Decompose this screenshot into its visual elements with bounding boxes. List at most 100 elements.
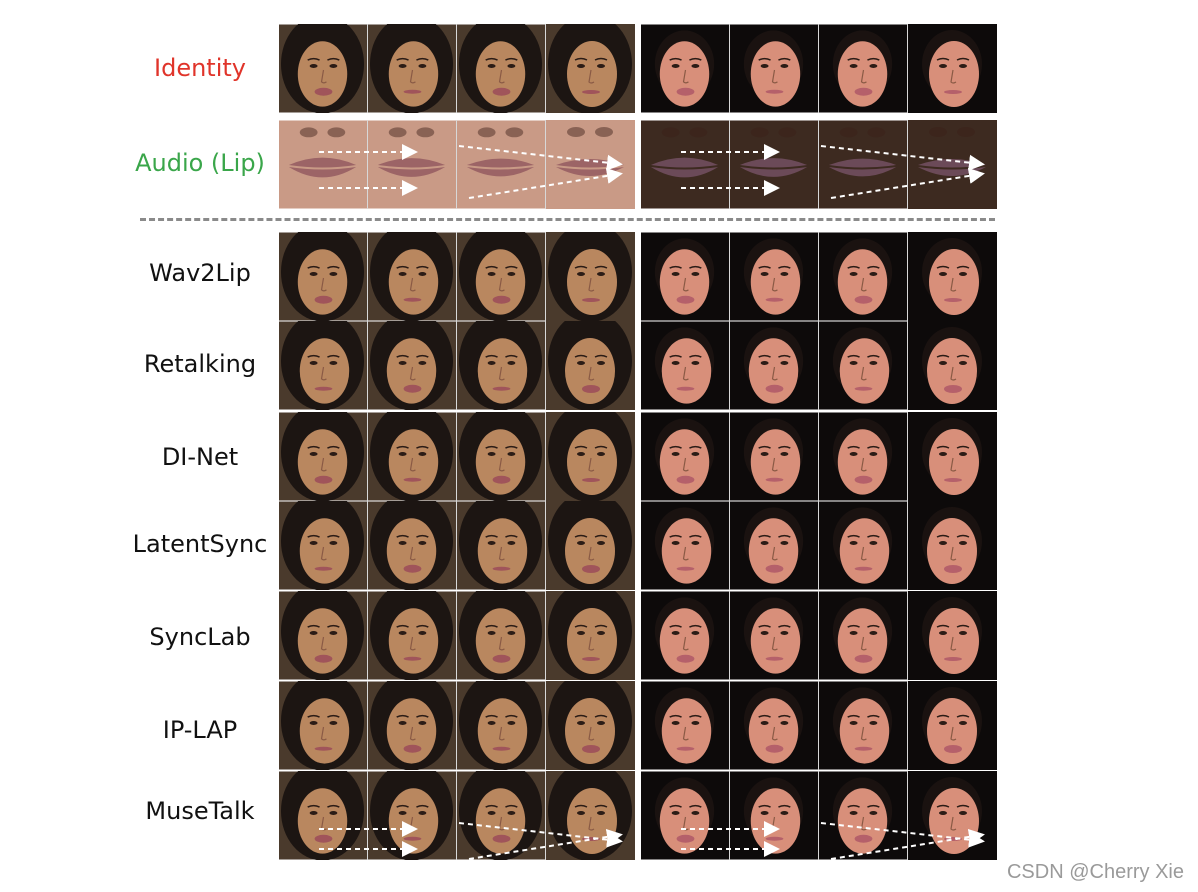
face-frame-image (730, 591, 819, 680)
face-frame-image (457, 681, 546, 770)
face-frame-image (641, 591, 730, 680)
face-frame-image (457, 24, 546, 113)
face-frame-image (908, 681, 997, 770)
face-frame-image (546, 681, 635, 770)
face-frame-image (368, 232, 457, 321)
face-frame-image (908, 412, 997, 501)
face-frame-image (279, 501, 368, 590)
face-frame-image (457, 771, 546, 860)
face-frame-image (279, 591, 368, 680)
face-frame-image (908, 771, 997, 860)
frame-strip-woman-subject (279, 232, 635, 321)
frame-strip-man-subject (641, 771, 997, 860)
face-frame-image (546, 232, 635, 321)
face-frame-image (641, 232, 730, 321)
face-frame-image (819, 681, 908, 770)
face-frame-image (730, 681, 819, 770)
frame-strip-woman-subject (279, 591, 635, 680)
frame-strip-man-subject (641, 232, 997, 321)
row-label-synclab: SyncLab (149, 623, 251, 651)
lip-crop-image (641, 120, 730, 209)
dashed-divider (140, 218, 995, 221)
face-frame-image (546, 591, 635, 680)
frame-strip-man-subject (641, 24, 997, 113)
row-label-musetalk: MuseTalk (145, 797, 255, 825)
face-frame-image (641, 771, 730, 860)
frame-strip-man-subject (641, 412, 997, 501)
face-frame-image (819, 24, 908, 113)
face-frame-image (641, 681, 730, 770)
lip-crop-image (819, 120, 908, 209)
face-frame-image (546, 321, 635, 410)
face-frame-image (546, 771, 635, 860)
frame-strip-man-subject (641, 681, 997, 770)
face-frame-image (368, 681, 457, 770)
face-frame-image (819, 412, 908, 501)
face-frame-image (368, 412, 457, 501)
face-frame-image (368, 501, 457, 590)
frame-strip-woman-subject (279, 771, 635, 860)
face-frame-image (279, 771, 368, 860)
face-frame-image (279, 24, 368, 113)
face-frame-image (457, 591, 546, 680)
face-frame-image (368, 771, 457, 860)
row-label-audio-lip: Audio (Lip) (135, 149, 265, 177)
face-frame-image (279, 232, 368, 321)
face-frame-image (457, 412, 546, 501)
frame-strip-man-subject (641, 120, 997, 209)
face-frame-image (368, 24, 457, 113)
face-frame-image (279, 681, 368, 770)
face-frame-image (908, 321, 997, 410)
face-frame-image (641, 24, 730, 113)
row-label-retalking: Retalking (143, 350, 257, 378)
face-frame-image (368, 321, 457, 410)
face-frame-image (457, 501, 546, 590)
face-frame-image (546, 412, 635, 501)
face-frame-image (457, 232, 546, 321)
face-frame-image (908, 501, 997, 590)
lip-crop-image (368, 120, 457, 209)
face-frame-image (546, 24, 635, 113)
row-label-di-net: DI-Net (161, 443, 239, 471)
frame-strip-woman-subject (279, 24, 635, 113)
face-frame-image (819, 501, 908, 590)
face-frame-image (641, 412, 730, 501)
face-frame-image (730, 412, 819, 501)
face-frame-image (279, 321, 368, 410)
lip-crop-image (730, 120, 819, 209)
face-frame-image (819, 591, 908, 680)
row-label-wav2lip: Wav2Lip (149, 259, 251, 287)
face-frame-image (908, 591, 997, 680)
watermark: CSDN @Cherry Xie (1006, 861, 1184, 883)
face-frame-image (819, 321, 908, 410)
face-frame-image (730, 501, 819, 590)
face-frame-image (457, 321, 546, 410)
frame-strip-woman-subject (279, 681, 635, 770)
frame-strip-woman-subject (279, 412, 635, 501)
frame-strip-woman-subject (279, 501, 635, 590)
lip-crop-image (546, 120, 635, 209)
lip-crop-image (908, 120, 997, 209)
face-frame-image (730, 771, 819, 860)
frame-strip-man-subject (641, 591, 997, 680)
face-frame-image (819, 771, 908, 860)
lip-crop-image (279, 120, 368, 209)
frame-strip-woman-subject (279, 120, 635, 209)
frame-strip-woman-subject (279, 321, 635, 410)
row-label-identity: Identity (154, 54, 246, 82)
face-frame-image (908, 232, 997, 321)
face-frame-image (730, 232, 819, 321)
face-frame-image (279, 412, 368, 501)
frame-strip-man-subject (641, 501, 997, 590)
row-label-latentsync: LatentSync (132, 530, 268, 558)
face-frame-image (730, 321, 819, 410)
face-frame-image (546, 501, 635, 590)
row-label-ip-lap: IP-LAP (162, 716, 238, 744)
face-frame-image (908, 24, 997, 113)
face-frame-image (641, 321, 730, 410)
frame-strip-man-subject (641, 321, 997, 410)
face-frame-image (730, 24, 819, 113)
face-frame-image (368, 591, 457, 680)
lip-crop-image (457, 120, 546, 209)
face-frame-image (641, 501, 730, 590)
